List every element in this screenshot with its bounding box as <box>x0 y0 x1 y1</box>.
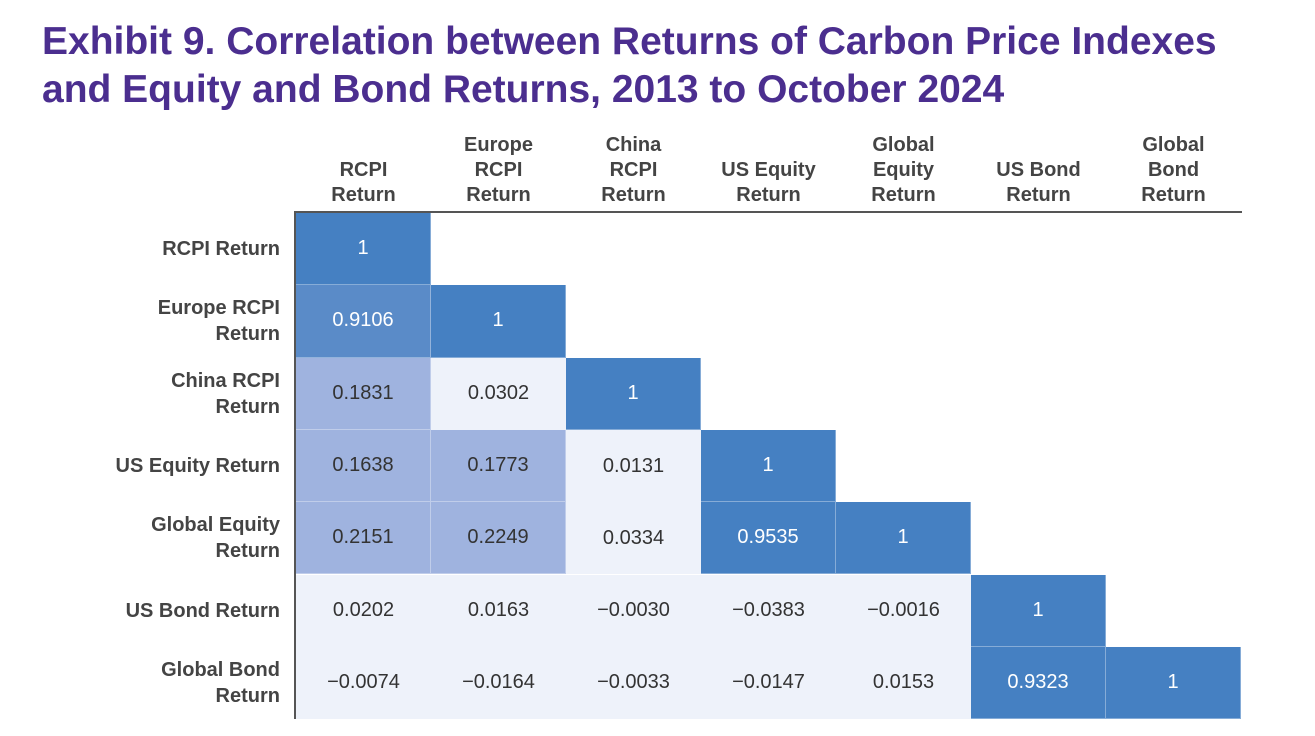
column-header-line: RCPI <box>339 159 388 181</box>
column-header-line: Bond <box>1147 159 1200 181</box>
correlation-cell: 1 <box>1106 646 1241 720</box>
correlation-cell: 0.2151 <box>296 502 431 575</box>
column-header-line: Return <box>331 184 396 206</box>
chart-title-line-2: and Equity and Bond Returns, 2013 to Oct… <box>42 68 1005 111</box>
column-header-line: Return <box>736 184 801 206</box>
row-header: Global Bond Return <box>60 647 280 719</box>
correlation-cell: 0.1773 <box>431 429 566 503</box>
row-header-line: Global Bond <box>161 658 280 681</box>
column-header-line: Europe <box>464 134 533 156</box>
correlation-cell: 0.9106 <box>296 285 431 358</box>
correlation-cell: 1 <box>296 213 431 286</box>
column-header-line: Equity <box>872 159 935 181</box>
row-header: US Equity Return <box>60 430 280 502</box>
column-header-line: Return <box>871 184 936 206</box>
column-header: US Equity Return <box>701 128 836 208</box>
correlation-cell: −0.0383 <box>701 574 836 647</box>
column-header: China RCPI Return <box>566 128 701 208</box>
header-rule <box>296 211 1242 213</box>
column-header-line: Return <box>466 184 531 206</box>
column-header: Europe RCPI Return <box>431 128 566 208</box>
column-header-line: RCPI <box>609 159 658 181</box>
column-header-line: RCPI <box>474 159 523 181</box>
correlation-cell: 0.0153 <box>836 646 971 720</box>
column-header: Global Bond Return <box>1106 128 1241 208</box>
correlation-cell: 0.0202 <box>296 574 431 647</box>
correlation-cell: 0.0302 <box>431 357 566 430</box>
correlation-cell: 0.0334 <box>566 502 701 575</box>
chart-title: Exhibit 9. Correlation between Returns o… <box>42 18 1292 114</box>
column-header: RCPI Return <box>296 128 431 208</box>
correlation-cell: 1 <box>431 285 566 358</box>
column-header-line: Return <box>1006 184 1071 206</box>
row-header-line: Return <box>215 684 280 707</box>
row-header-line: China RCPI <box>171 369 280 392</box>
correlation-cell: −0.0147 <box>701 646 836 720</box>
column-header-line: Return <box>1141 184 1206 206</box>
correlation-cell: 1 <box>971 574 1106 647</box>
row-label-rule <box>294 211 296 719</box>
column-header: Global Equity Return <box>836 128 971 208</box>
row-header: China RCPI Return <box>60 358 280 430</box>
column-header-line: China <box>605 134 662 156</box>
row-header: RCPI Return <box>60 213 280 285</box>
correlation-cell: −0.0074 <box>296 646 431 720</box>
correlation-cell: 0.0131 <box>566 429 701 503</box>
column-header-line: Return <box>601 184 666 206</box>
row-header-line: RCPI Return <box>162 238 280 261</box>
correlation-cell: 1 <box>566 357 701 430</box>
chart-title-line-1: Exhibit 9. Correlation between Returns o… <box>42 20 1217 63</box>
correlation-cell: 1 <box>701 429 836 503</box>
correlation-cell: 0.1638 <box>296 429 431 503</box>
column-header: US Bond Return <box>971 128 1106 208</box>
correlation-cell: 1 <box>836 502 971 575</box>
column-header-line: US Equity <box>721 159 816 181</box>
correlation-cell: 0.0163 <box>431 574 566 647</box>
correlation-cell: −0.0033 <box>566 646 701 720</box>
row-header-line: Return <box>215 323 280 346</box>
row-header-line: Return <box>215 395 280 418</box>
column-header-line: Global <box>1142 134 1205 156</box>
correlation-cell: 0.2249 <box>431 502 566 575</box>
correlation-cell: 0.9535 <box>701 502 836 575</box>
correlation-cell: −0.0164 <box>431 646 566 720</box>
column-header-line: US Bond <box>996 159 1081 181</box>
row-header: Global Equity Return <box>60 502 280 574</box>
row-header-line: Europe RCPI <box>157 297 280 320</box>
correlation-cell: 0.1831 <box>296 357 431 430</box>
row-header-line: Global Equity <box>151 514 280 537</box>
row-header-line: US Equity Return <box>115 455 280 478</box>
row-header-line: US Bond Return <box>125 599 280 622</box>
row-header: Europe RCPI Return <box>60 285 280 357</box>
correlation-cell: −0.0030 <box>566 574 701 647</box>
correlation-cell: −0.0016 <box>836 574 971 647</box>
column-header-line: Global <box>872 134 935 156</box>
correlation-cell: 0.9323 <box>971 646 1106 720</box>
row-header-line: Return <box>215 540 280 563</box>
row-header: US Bond Return <box>60 575 280 647</box>
